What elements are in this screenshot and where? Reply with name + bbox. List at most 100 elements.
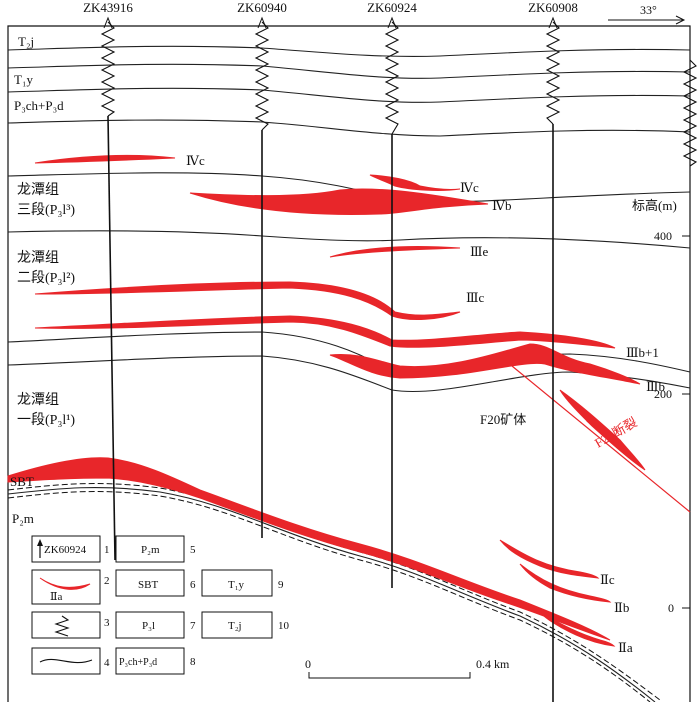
borehole-label-zk43916: ZK43916 — [83, 0, 133, 15]
legend-box-5 — [115, 535, 185, 563]
sbt-solid — [7, 486, 656, 702]
label-member3-line2: 三段(P₃l³) — [17, 202, 75, 218]
label-iiib: Ⅲb — [646, 379, 665, 394]
strata-line-1 — [7, 45, 691, 57]
legend-num-5: 5 — [190, 544, 196, 556]
strata-line-3 — [7, 87, 691, 103]
orebody-ivc-right — [369, 174, 461, 191]
orebody-ivc-left — [34, 155, 176, 164]
zigzag-zk60908 — [545, 21, 561, 125]
label-sbt: SBT — [10, 474, 34, 489]
legend-box-1 — [31, 535, 101, 563]
legend-num-10: 10 — [278, 620, 290, 632]
borehole-arrow-zk43916 — [103, 16, 113, 29]
borehole-arrow-zk60924 — [387, 16, 397, 29]
legend-line-swatch — [39, 658, 93, 664]
strata-line-2 — [7, 63, 691, 79]
orebody-iib — [519, 563, 612, 603]
legend-num-9: 9 — [278, 579, 284, 591]
legend-label-9: T₁y — [228, 579, 245, 591]
legend-zigzag-swatch — [54, 615, 70, 637]
orebody-iiib1 — [329, 343, 641, 385]
legend-num-1: 1 — [104, 544, 110, 556]
direction-angle: 33° — [640, 3, 657, 17]
label-iiic: Ⅲc — [466, 290, 485, 305]
zigzag-zk60940 — [254, 21, 270, 131]
scale-bar-start: 0 — [305, 657, 311, 671]
orebody-iic — [499, 539, 600, 579]
elevation-label-0: 0 — [668, 601, 674, 615]
label-iia: Ⅱa — [618, 640, 633, 655]
label-p3ch-p3d: P₃ch+P₃d — [14, 98, 64, 113]
legend-num-4: 4 — [104, 657, 110, 669]
label-t2j: T₂j — [18, 34, 34, 49]
label-member1-line1: 龙潭组 — [17, 391, 59, 408]
f20-fault-arrow — [586, 421, 601, 431]
legend-label-5: P₂m — [141, 544, 160, 556]
borehole-zk60924 — [384, 16, 400, 588]
legend-label-8: P₃ch+P₃d — [119, 657, 157, 668]
elevation-title: 标高(m) — [632, 198, 677, 213]
elevation-label-200: 200 — [654, 387, 672, 401]
orebodies — [7, 155, 646, 647]
label-f20-ore: F20矿体 — [480, 412, 526, 427]
label-ivb: Ⅳb — [492, 198, 512, 213]
orebody-iiic-lower — [34, 315, 616, 349]
borehole-arrow-zk60940 — [257, 16, 267, 29]
legend-box-7 — [115, 611, 185, 639]
zigzag-right-edge — [682, 59, 698, 167]
label-t1y: T₁y — [14, 72, 33, 87]
legend-borehole-icon — [37, 539, 43, 558]
legend-box-6 — [115, 569, 185, 597]
label-member3-line1: 龙潭组 — [17, 181, 59, 198]
legend-label-7: P₃l — [142, 620, 155, 632]
legend-num-3: 3 — [104, 617, 110, 629]
label-member2-line1: 龙潭组 — [17, 249, 59, 266]
orebody-ivb — [189, 188, 489, 215]
orebody-iia — [539, 611, 616, 647]
legend-orebody-swatch — [39, 577, 91, 590]
scale-bar: 0 0.4 km — [305, 657, 510, 679]
borehole-line-zk43916 — [107, 115, 116, 561]
borehole-label-zk60908: ZK60908 — [528, 0, 578, 15]
label-iiib1: Ⅲb+1 — [626, 345, 659, 360]
label-iic: Ⅱc — [600, 572, 615, 587]
legend-box-8 — [115, 647, 185, 675]
orebody-iiie — [329, 245, 461, 258]
legend-label-1: ZK60924 — [44, 544, 87, 556]
label-iiie: Ⅲe — [470, 244, 489, 259]
borehole-arrow-zk60908 — [548, 16, 558, 29]
legend-label-10: T₂j — [228, 620, 242, 632]
borehole-zk43916 — [100, 16, 116, 561]
borehole-zk60940 — [254, 16, 270, 538]
legend-box-9 — [201, 569, 273, 597]
label-member2-line2: 二段(P₃l²) — [17, 270, 75, 286]
borehole-label-zk60940: ZK60940 — [237, 0, 287, 15]
scale-bar-line — [308, 672, 471, 679]
zigzag-zk60924 — [384, 21, 400, 135]
label-ivc-left: Ⅳc — [186, 153, 205, 168]
legend-num-8: 8 — [190, 656, 196, 668]
orebody-f20 — [559, 389, 646, 471]
scale-bar-end: 0.4 km — [476, 657, 510, 671]
legend-box-3 — [31, 611, 101, 639]
legend: ZK60924 1 Ⅱa 2 3 4 P₂m 5 SBT 6 P₃l 7 P₃c… — [31, 535, 290, 675]
legend-label-2: Ⅱa — [50, 591, 62, 603]
strata-line-6 — [7, 230, 691, 249]
borehole-label-zk60924: ZK60924 — [367, 0, 417, 15]
borehole-zk60908 — [545, 16, 561, 702]
legend-box-10 — [201, 611, 273, 639]
label-iib: Ⅱb — [614, 600, 629, 615]
orebody-iiic — [34, 281, 461, 320]
legend-num-7: 7 — [190, 620, 196, 632]
direction-indicator: 33° — [608, 3, 686, 25]
legend-label-6: SBT — [138, 579, 158, 591]
sbt-dash-2 — [7, 491, 651, 702]
elevation-label-400: 400 — [654, 229, 672, 243]
section-frame — [7, 25, 691, 702]
strata-line-4 — [7, 119, 691, 137]
legend-num-2: 2 — [104, 575, 110, 587]
label-member1-line2: 一段(P₃l¹) — [17, 412, 75, 428]
f20-fault-line — [511, 365, 691, 513]
